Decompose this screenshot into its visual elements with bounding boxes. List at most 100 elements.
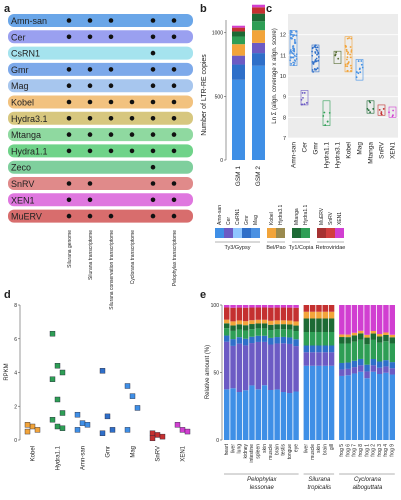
e-bar-segment bbox=[328, 345, 335, 353]
e-bar-segment bbox=[274, 343, 280, 390]
c-point bbox=[290, 31, 293, 33]
c-point bbox=[292, 53, 295, 55]
e-bar-segment bbox=[293, 391, 299, 440]
c-point bbox=[317, 56, 320, 58]
c-point bbox=[289, 32, 292, 35]
e-bar-segment bbox=[316, 352, 322, 366]
e-bar-segment bbox=[364, 334, 370, 338]
presence-dot bbox=[108, 83, 114, 88]
e-bar-segment bbox=[242, 321, 249, 326]
column-label: Silurana genome bbox=[67, 230, 73, 268]
c-category-label: Amn-san bbox=[291, 142, 298, 168]
c-point bbox=[382, 108, 385, 110]
e-bar-segment bbox=[328, 332, 335, 346]
e-group-label: tropicalis bbox=[308, 485, 332, 491]
e-bar-segment bbox=[261, 307, 268, 320]
e-category-label: spleen bbox=[256, 444, 262, 459]
c-point bbox=[348, 37, 351, 39]
c-point bbox=[293, 38, 296, 41]
c-category-label: Hydra3.1 bbox=[335, 142, 342, 169]
e-bar-segment bbox=[339, 334, 345, 338]
c-point bbox=[345, 48, 348, 51]
e-category-label: liver bbox=[230, 444, 236, 454]
d-point bbox=[149, 435, 156, 442]
presence-dot bbox=[150, 83, 156, 88]
d-point bbox=[74, 427, 81, 433]
presence-dot bbox=[171, 148, 177, 154]
c-point bbox=[292, 34, 295, 36]
e-bar-segment bbox=[376, 367, 383, 374]
c-point bbox=[335, 51, 338, 54]
e-bar-segment bbox=[261, 335, 268, 342]
e-bar-segment bbox=[389, 334, 395, 338]
d-point bbox=[29, 423, 36, 430]
e-bar-segment bbox=[370, 358, 377, 366]
e-bar-segment bbox=[370, 371, 377, 440]
e-bar-segment bbox=[339, 362, 345, 370]
d-point bbox=[149, 430, 156, 436]
c-box bbox=[366, 100, 375, 114]
e-bar-segment bbox=[261, 305, 268, 308]
e-bar-segment bbox=[224, 319, 230, 324]
e-bar-segment bbox=[268, 324, 274, 331]
e-bar-segment bbox=[224, 335, 230, 342]
e-bar-segment bbox=[287, 320, 293, 325]
d-point bbox=[74, 411, 81, 418]
c-point bbox=[372, 108, 375, 110]
c-point bbox=[380, 111, 383, 113]
c-point bbox=[346, 53, 349, 55]
b-bar-segment bbox=[232, 25, 245, 28]
legend-swatch bbox=[317, 228, 326, 238]
e-category-label: lung bbox=[237, 444, 243, 454]
presence-dot bbox=[171, 18, 177, 23]
e-bar-segment bbox=[339, 337, 345, 344]
e-bar-segment bbox=[280, 305, 287, 308]
e-bar-segment bbox=[309, 332, 316, 346]
presence-dot bbox=[108, 67, 114, 72]
c-point bbox=[314, 46, 317, 49]
row-label-Mag: Mag bbox=[11, 81, 29, 91]
presence-dot bbox=[87, 34, 93, 40]
d-point bbox=[59, 410, 66, 416]
c-point bbox=[289, 29, 292, 32]
e-bar-segment bbox=[383, 341, 389, 361]
e-bar-segment bbox=[242, 338, 249, 346]
legend-swatch bbox=[224, 228, 233, 238]
legend-item-label: Gmr bbox=[244, 215, 250, 225]
c-point bbox=[311, 61, 314, 63]
c-point bbox=[316, 49, 319, 52]
legend-swatch bbox=[267, 228, 276, 238]
presence-dot bbox=[87, 116, 93, 121]
e-bar-segment bbox=[345, 368, 351, 376]
e-bar-segment bbox=[322, 311, 328, 319]
row-bar-Mag bbox=[8, 79, 193, 93]
c-point bbox=[302, 96, 304, 99]
e-bar-segment bbox=[364, 364, 370, 372]
d-tick-label: 6 bbox=[14, 337, 17, 343]
legend-item-label: CsRN1 bbox=[235, 209, 241, 225]
c-point bbox=[289, 59, 292, 62]
presence-dot bbox=[171, 83, 177, 88]
e-bar-segment bbox=[242, 307, 249, 322]
presence-dot bbox=[66, 132, 72, 137]
c-point bbox=[312, 70, 315, 73]
panel-label-b: b bbox=[200, 3, 207, 15]
e-group-label: Pelophylax bbox=[247, 477, 277, 483]
legend-item-label: Amn-san bbox=[217, 205, 223, 225]
e-category-label: frog 1 bbox=[364, 444, 370, 457]
c-point bbox=[289, 52, 291, 54]
d-point bbox=[174, 422, 181, 428]
e-bar-segment bbox=[224, 328, 230, 336]
c-point bbox=[294, 60, 297, 62]
e-bar-segment bbox=[293, 346, 299, 392]
column-label: Silurana transcriptome bbox=[88, 230, 94, 280]
d-tick-label: 8 bbox=[14, 303, 17, 309]
e-bar-segment bbox=[358, 305, 364, 331]
e-bar-segment bbox=[389, 343, 395, 363]
d-point bbox=[79, 420, 86, 426]
c-point bbox=[378, 108, 381, 111]
e-bar-segment bbox=[316, 345, 322, 353]
e-bar-segment bbox=[274, 324, 280, 330]
e-bar-segment bbox=[236, 337, 243, 344]
b-bar-segment bbox=[252, 7, 265, 14]
